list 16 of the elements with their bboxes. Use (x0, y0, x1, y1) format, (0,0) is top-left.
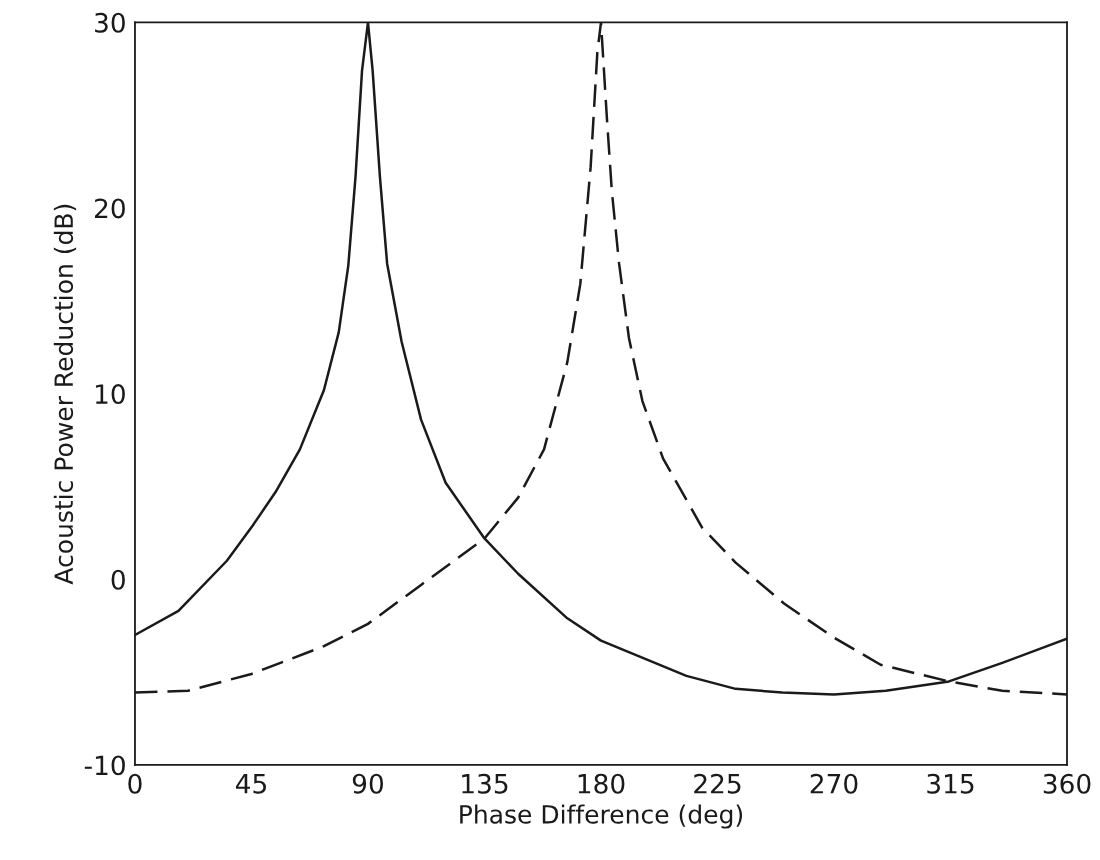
x-tick-label: 270 (810, 773, 858, 794)
x-tick-label: 90 (352, 773, 384, 794)
x-axis-title: Phase Difference (deg) (460, 804, 743, 829)
y-tick-label: 20 (94, 198, 125, 219)
y-tick-label: 10 (95, 384, 125, 405)
x-tick-label: 360 (1043, 773, 1091, 794)
y-axis-title: Acoustic Power Reduction (dB) (53, 204, 77, 585)
x-tick-label: 45 (235, 774, 266, 794)
x-tick-label: 135 (462, 773, 508, 794)
x-tick-label: 0 (128, 773, 142, 794)
x-tick-label: 315 (927, 773, 974, 794)
y-tick-label: -10 (84, 755, 125, 776)
x-tick-label: 180 (578, 773, 625, 794)
x-tick-label: 225 (694, 773, 741, 794)
y-tick-label: 0 (111, 569, 125, 590)
y-tick-label: 30 (95, 12, 125, 33)
